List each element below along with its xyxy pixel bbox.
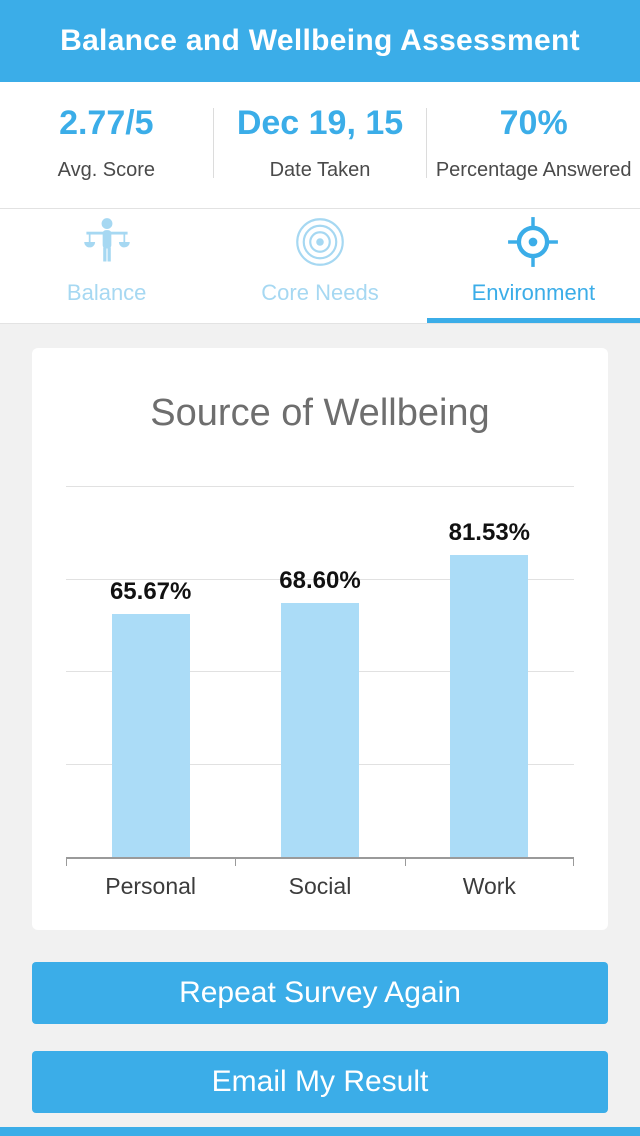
crosshair-target-icon (507, 216, 559, 268)
axis-tick (404, 857, 406, 866)
bar-value-label: 65.67% (109, 578, 192, 606)
tab-environment[interactable]: Environment (426, 209, 640, 323)
bar-value-label: 68.60% (279, 567, 361, 595)
tab-balance[interactable]: Balance (0, 209, 213, 323)
axis-tick (66, 857, 67, 866)
balance-scales-person-icon (81, 216, 133, 268)
header: Balance and Wellbeing Assessment (0, 0, 640, 82)
concentric-rings-icon (294, 216, 346, 268)
bar-group-personal: 65.67% (66, 487, 235, 857)
axis-tick (235, 857, 237, 866)
plot-area: 65.67% 68.60% 81.53% (66, 486, 574, 866)
x-label-personal: Personal (105, 873, 197, 899)
repeat-survey-button[interactable]: Repeat Survey Again (32, 962, 608, 1024)
date-taken-value: Dec 19, 15 (236, 104, 404, 142)
bar-work (450, 555, 529, 857)
tab-bar: Balance Core Needs Environment (0, 209, 640, 324)
bar-social (280, 603, 359, 857)
gridline (66, 486, 574, 487)
stats-row: 2.77/5 Avg. Score Dec 19, 15 Date Taken … (0, 82, 640, 209)
tab-core-needs[interactable]: Core Needs (213, 209, 426, 323)
axis-tick (573, 857, 574, 866)
bottom-partial-bar (0, 1127, 640, 1136)
avg-score-label: Avg. Score (57, 159, 156, 181)
stat-date-taken: Dec 19, 15 Date Taken (214, 104, 427, 182)
percentage-answered-label: Percentage Answered (435, 159, 632, 181)
chart-card: Source of Wellbeing 65.67% 68.60% 81.53%… (32, 348, 608, 930)
percentage-answered-value: 70% (499, 104, 568, 142)
gridline (66, 578, 574, 580)
stats-divider (212, 108, 214, 178)
tab-core-needs-label: Core Needs (261, 280, 379, 305)
tab-balance-label: Balance (66, 280, 147, 305)
x-label-social: Social (288, 873, 352, 899)
x-label-work: Work (462, 873, 516, 899)
tab-environment-label: Environment (471, 280, 596, 305)
bar-personal (111, 614, 190, 857)
bar-group-work: 81.53% (405, 487, 574, 857)
chart-title: Source of Wellbeing (150, 392, 490, 434)
date-taken-label: Date Taken (269, 159, 371, 181)
bar-value-label: 81.53% (448, 519, 531, 547)
stat-percentage-answered: 70% Percentage Answered (427, 104, 640, 182)
page-title: Balance and Wellbeing Assessment (60, 24, 580, 57)
email-result-button[interactable]: Email My Result (32, 1051, 608, 1113)
stat-avg-score: 2.77/5 Avg. Score (0, 104, 213, 182)
x-axis-labels: Personal Social Work (66, 859, 574, 900)
bar-group-social: 68.60% (235, 487, 404, 857)
stats-divider (426, 108, 428, 178)
avg-score-value: 2.77/5 (59, 104, 154, 142)
